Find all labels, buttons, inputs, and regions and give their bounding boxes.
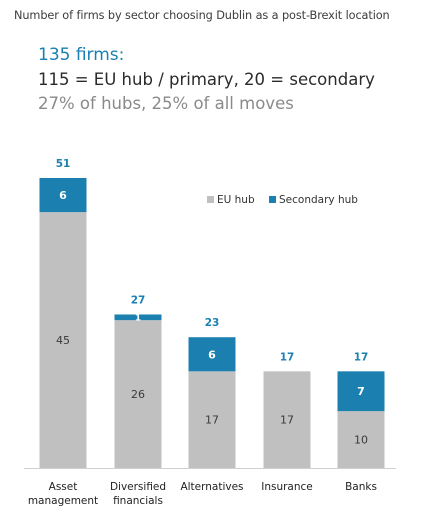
- bars: 45 6 51 26 1 27 17 6 23 17 17 10 7 17: [39, 158, 385, 468]
- data-label-secondary-hub: 6: [59, 189, 67, 202]
- headline-hub-breakdown: 115 = EU hub / primary, 20 = secondary: [38, 70, 375, 89]
- data-label-eu-hub: 17: [280, 414, 294, 427]
- headline-share: 27% of hubs, 25% of all moves: [38, 94, 294, 113]
- legend-label-eu-hub: EU hub: [217, 194, 255, 206]
- data-label-total: 51: [56, 158, 71, 170]
- headline-total-firms: 135 firms:: [38, 45, 125, 65]
- data-label-secondary-hub: 7: [357, 385, 365, 398]
- data-label-eu-hub: 17: [205, 414, 219, 427]
- x-tick-label: Diversified financials: [110, 481, 166, 507]
- data-label-total: 23: [205, 317, 220, 329]
- bar-secondary-hub: [39, 178, 87, 213]
- legend-swatch-eu-hub: [207, 196, 214, 203]
- bar-eu-hub: [337, 411, 385, 468]
- data-label-secondary-hub: 1: [135, 313, 141, 323]
- x-tick-label: Insurance: [261, 481, 313, 493]
- legend-label-secondary-hub: Secondary hub: [279, 194, 358, 206]
- bar-secondary-hub: [188, 337, 236, 372]
- legend-swatch-secondary-hub: [269, 196, 276, 203]
- bar-eu-hub: [114, 320, 162, 468]
- data-label-total: 17: [354, 351, 369, 363]
- legend: EU hub Secondary hub: [207, 194, 358, 206]
- bar-secondary-hub: [337, 371, 385, 412]
- bar-secondary-hub: [114, 314, 162, 321]
- data-label-eu-hub: 26: [131, 388, 145, 401]
- x-tick-label: Banks: [345, 481, 377, 493]
- x-tick-label: Alternatives: [180, 481, 243, 493]
- data-label-secondary-hub: 6: [208, 348, 216, 361]
- data-label-total: 17: [280, 351, 295, 363]
- bar-eu-hub: [263, 371, 311, 468]
- data-label-total: 27: [131, 294, 146, 306]
- bar-eu-hub: [39, 212, 87, 468]
- x-tick-label: Asset management: [28, 481, 98, 507]
- data-label-eu-hub: 10: [354, 434, 368, 447]
- x-axis-labels: Asset management Diversified financials Alte…: [28, 481, 377, 507]
- chart-title: Number of firms by sector choosing Dubli…: [14, 9, 390, 22]
- data-label-eu-hub: 45: [56, 334, 70, 347]
- bar-eu-hub: [188, 371, 236, 468]
